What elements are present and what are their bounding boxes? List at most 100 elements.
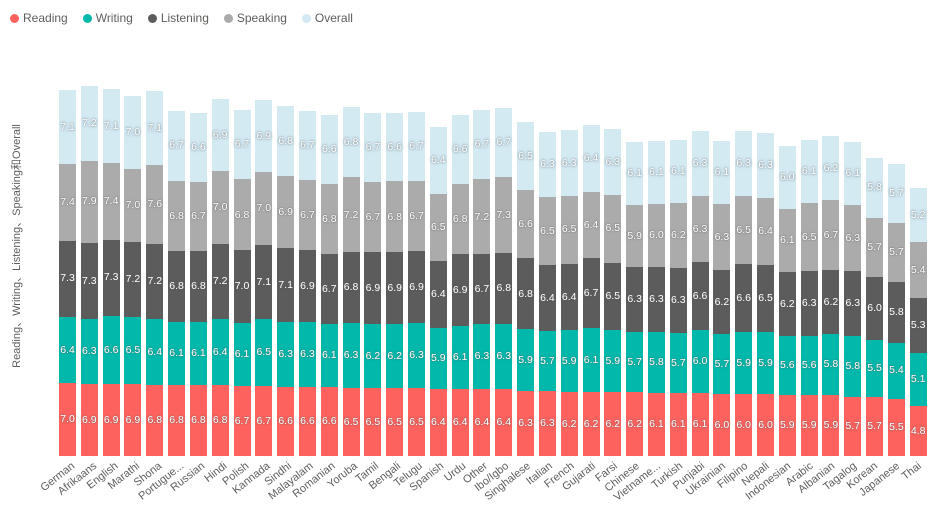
bar-segment-reading[interactable]: 4.8 bbox=[909, 406, 927, 456]
bar-segment-overall[interactable]: 6.2 bbox=[822, 135, 840, 201]
bar-segment-writing[interactable]: 5.1 bbox=[909, 353, 927, 407]
bar-segment-speaking[interactable]: 6.7 bbox=[298, 180, 316, 251]
bar-segment-writing[interactable]: 6.3 bbox=[473, 323, 491, 390]
bar-segment-speaking[interactable]: 6.5 bbox=[560, 195, 578, 264]
bar-segment-reading[interactable]: 6.4 bbox=[495, 389, 513, 456]
bar-segment-overall[interactable]: 6.1 bbox=[844, 142, 862, 206]
bar-column-gujarati[interactable]: 6.2 6.1 6.7 6.4 6.4 bbox=[582, 125, 600, 456]
bar-column-spanish[interactable]: 6.4 5.9 6.4 6.5 6.4 bbox=[429, 127, 447, 456]
bar-segment-speaking[interactable]: 5.9 bbox=[626, 205, 644, 267]
bar-segment-listening[interactable]: 6.7 bbox=[320, 254, 338, 325]
bar-segment-writing[interactable]: 6.1 bbox=[233, 322, 251, 387]
bar-segment-overall[interactable]: 6.7 bbox=[168, 110, 186, 181]
bar-column-filipino[interactable]: 6.0 5.9 6.6 6.5 6.3 bbox=[735, 130, 753, 456]
bar-segment-listening[interactable]: 7.3 bbox=[102, 239, 120, 316]
bar-segment-overall[interactable]: 7.2 bbox=[80, 85, 98, 161]
bar-segment-writing[interactable]: 6.4 bbox=[211, 318, 229, 386]
bar-segment-speaking[interactable]: 7.2 bbox=[473, 179, 491, 255]
bar-segment-speaking[interactable]: 5.7 bbox=[866, 217, 884, 278]
bar-segment-overall[interactable]: 6.1 bbox=[713, 140, 731, 205]
bar-segment-speaking[interactable]: 7.4 bbox=[102, 162, 120, 240]
bar-column-urdu[interactable]: 6.4 6.1 6.9 6.8 6.6 bbox=[451, 114, 469, 456]
bar-segment-overall[interactable]: 6.3 bbox=[757, 132, 774, 199]
legend-item-writing[interactable]: Writing bbox=[82, 11, 133, 25]
bar-segment-speaking[interactable]: 7.0 bbox=[124, 168, 142, 242]
bar-segment-overall[interactable]: 7.1 bbox=[102, 88, 120, 163]
bar-segment-writing[interactable]: 5.9 bbox=[560, 330, 578, 392]
bar-column-kannada[interactable]: 6.7 6.5 7.1 7.0 6.9 bbox=[255, 100, 273, 456]
bar-column-yoruba[interactable]: 6.5 6.3 6.8 7.2 6.8 bbox=[342, 106, 360, 456]
bar-segment-overall[interactable]: 6.4 bbox=[582, 125, 600, 192]
bar-segment-listening[interactable]: 6.4 bbox=[560, 263, 578, 331]
bar-segment-writing[interactable]: 5.6 bbox=[778, 336, 796, 395]
bar-column-sindhi[interactable]: 6.6 6.3 7.1 6.9 6.8 bbox=[277, 105, 295, 456]
bar-column-italian[interactable]: 6.3 5.7 6.4 6.5 6.3 bbox=[538, 131, 556, 456]
bar-segment-overall[interactable]: 6.8 bbox=[277, 105, 295, 177]
bar-segment-overall[interactable]: 6.7 bbox=[408, 111, 425, 182]
bar-column-french[interactable]: 6.2 5.9 6.4 6.5 6.3 bbox=[560, 130, 578, 456]
bar-segment-listening[interactable]: 7.0 bbox=[233, 250, 251, 323]
bar-segment-overall[interactable]: 6.8 bbox=[342, 106, 360, 178]
bar-segment-reading[interactable]: 6.9 bbox=[124, 384, 142, 456]
bar-column-marathi[interactable]: 6.9 6.5 7.2 7.0 7.0 bbox=[124, 96, 142, 456]
bar-segment-overall[interactable]: 5.2 bbox=[909, 187, 927, 242]
bar-segment-reading[interactable]: 5.5 bbox=[887, 398, 905, 456]
bar-segment-overall[interactable]: 6.5 bbox=[517, 122, 535, 190]
bar-segment-writing[interactable]: 6.6 bbox=[102, 315, 120, 385]
bar-segment-listening[interactable]: 7.3 bbox=[59, 240, 76, 317]
bar-column-ukrainian[interactable]: 6.0 5.7 6.2 6.3 6.1 bbox=[713, 140, 731, 456]
bar-column-other[interactable]: 6.4 6.3 6.7 7.2 6.7 bbox=[473, 109, 491, 456]
bar-segment-listening[interactable]: 7.2 bbox=[146, 243, 164, 319]
bar-column-hindi[interactable]: 6.8 6.4 7.2 7.0 6.9 bbox=[211, 99, 229, 456]
bar-segment-listening[interactable]: 6.2 bbox=[713, 269, 731, 335]
bar-column-german[interactable]: 7.0 6.4 7.3 7.4 7.1 bbox=[59, 89, 76, 456]
bar-segment-speaking[interactable]: 6.5 bbox=[800, 203, 818, 271]
bar-segment-listening[interactable]: 6.8 bbox=[495, 253, 513, 324]
bar-column-romanian[interactable]: 6.6 6.1 6.7 6.8 6.6 bbox=[320, 115, 338, 456]
bar-segment-writing[interactable]: 6.0 bbox=[691, 330, 709, 393]
bar-column-singhalese[interactable]: 6.3 5.9 6.8 6.6 6.5 bbox=[517, 122, 535, 456]
bar-segment-speaking[interactable]: 7.6 bbox=[146, 164, 164, 244]
bar-segment-speaking[interactable]: 6.3 bbox=[691, 196, 709, 262]
bar-segment-reading[interactable]: 5.9 bbox=[822, 394, 840, 456]
bar-segment-overall[interactable]: 6.1 bbox=[647, 141, 665, 205]
bar-segment-reading[interactable]: 6.5 bbox=[386, 388, 404, 456]
bar-segment-listening[interactable]: 5.3 bbox=[909, 298, 927, 354]
bar-segment-overall[interactable]: 6.6 bbox=[386, 112, 404, 182]
bar-segment-reading[interactable]: 6.0 bbox=[735, 393, 753, 456]
bar-segment-writing[interactable]: 6.3 bbox=[80, 318, 98, 385]
legend-item-reading[interactable]: Reading bbox=[10, 11, 68, 25]
bar-segment-speaking[interactable]: 7.0 bbox=[255, 172, 273, 245]
bar-segment-speaking[interactable]: 6.5 bbox=[429, 193, 447, 262]
bar-segment-listening[interactable]: 6.8 bbox=[342, 252, 360, 323]
bar-segment-overall[interactable]: 7.1 bbox=[59, 89, 76, 164]
bar-segment-overall[interactable]: 6.7 bbox=[298, 110, 316, 181]
bar-segment-listening[interactable]: 6.8 bbox=[168, 251, 186, 322]
bar-column-korean[interactable]: 5.7 5.5 6.0 5.7 5.8 bbox=[866, 157, 884, 456]
bar-segment-reading[interactable]: 6.4 bbox=[473, 389, 491, 456]
bar-segment-writing[interactable]: 6.3 bbox=[277, 321, 295, 388]
bar-column-malayalam[interactable]: 6.6 6.3 6.9 6.7 6.7 bbox=[298, 110, 316, 456]
bar-segment-listening[interactable]: 6.8 bbox=[189, 251, 207, 322]
bar-segment-writing[interactable]: 6.4 bbox=[59, 316, 76, 384]
bar-segment-writing[interactable]: 5.9 bbox=[429, 328, 447, 390]
bar-segment-listening[interactable]: 7.1 bbox=[277, 248, 295, 322]
bar-segment-writing[interactable]: 5.8 bbox=[844, 336, 862, 397]
bar-segment-writing[interactable]: 5.8 bbox=[647, 332, 665, 393]
bar-segment-reading[interactable]: 6.6 bbox=[320, 387, 338, 456]
bar-column-iboigbo[interactable]: 6.4 6.3 6.8 7.3 6.7 bbox=[495, 107, 513, 456]
bar-segment-writing[interactable]: 5.9 bbox=[604, 330, 622, 392]
bar-column-thai[interactable]: 4.8 5.1 5.3 5.4 5.2 bbox=[909, 187, 927, 456]
bar-segment-writing[interactable]: 6.3 bbox=[298, 321, 316, 388]
bar-segment-overall[interactable]: 6.6 bbox=[451, 114, 469, 184]
bar-segment-speaking[interactable]: 6.5 bbox=[604, 194, 622, 263]
bar-segment-speaking[interactable]: 6.8 bbox=[386, 181, 404, 253]
bar-segment-reading[interactable]: 5.7 bbox=[844, 396, 862, 456]
bar-segment-reading[interactable]: 6.6 bbox=[277, 387, 295, 456]
bar-segment-reading[interactable]: 6.8 bbox=[146, 385, 164, 456]
bar-segment-writing[interactable]: 5.8 bbox=[822, 334, 840, 395]
bar-segment-reading[interactable]: 6.2 bbox=[604, 391, 622, 456]
bar-segment-writing[interactable]: 6.3 bbox=[342, 322, 360, 389]
bar-segment-writing[interactable]: 6.4 bbox=[146, 318, 164, 386]
bar-column-bengali[interactable]: 6.5 6.2 6.9 6.8 6.6 bbox=[386, 112, 404, 456]
